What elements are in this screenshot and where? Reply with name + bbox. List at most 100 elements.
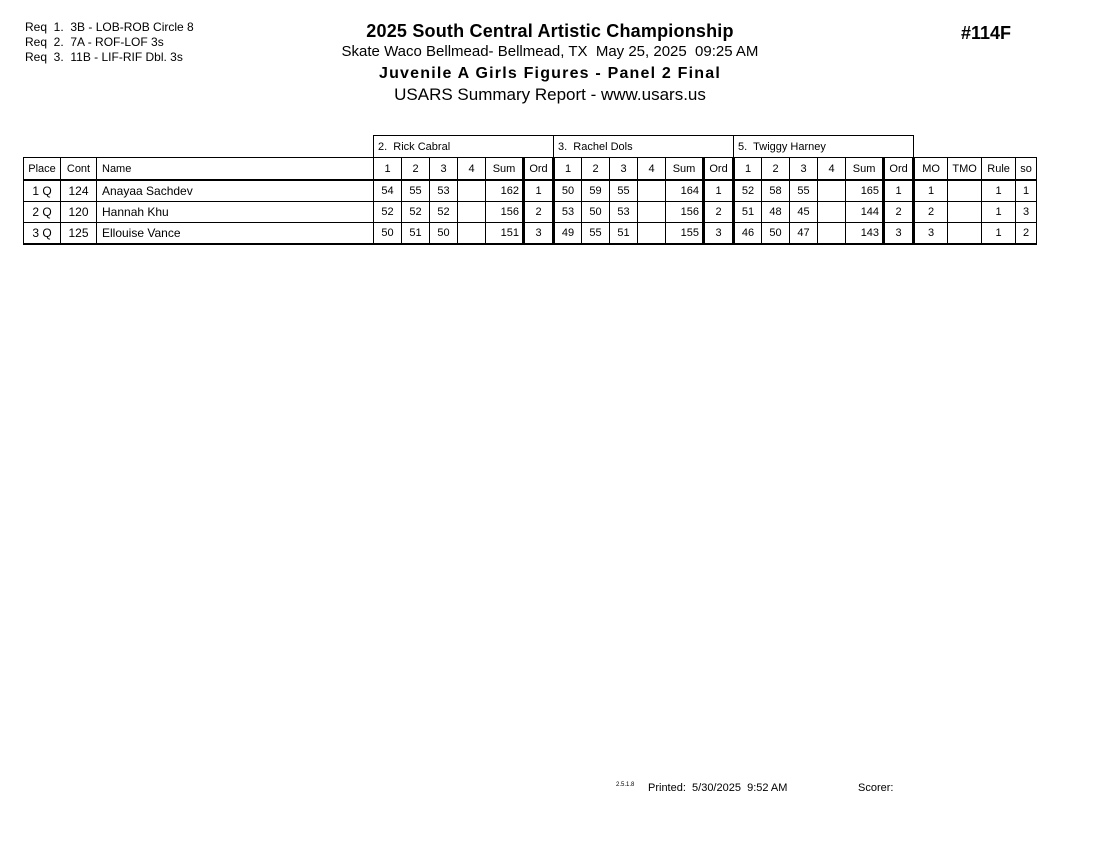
judge3-ord-cell: 2 (882, 201, 916, 223)
name-cell: Ellouise Vance (96, 222, 374, 245)
col-header-judge2-ord: Ord (702, 157, 736, 181)
judges-row-spacer-left (24, 136, 374, 158)
col-header-judge3-4: 4 (817, 157, 847, 181)
mo-cell: 3 (913, 222, 949, 245)
col-header-judge1-4: 4 (457, 157, 486, 181)
name-cell: Anayaa Sachdev (96, 179, 374, 202)
judge1-ord-cell: 1 (521, 179, 556, 202)
judge1-score-cell (457, 222, 486, 245)
judge3-score-cell: 48 (761, 201, 791, 223)
judge2-sum-cell: 164 (665, 179, 705, 202)
col-header-judge1-2: 2 (401, 157, 430, 181)
tmo-cell (947, 201, 983, 223)
judges-row: 2. Rick Cabral 3. Rachel Dols 5. Twiggy … (24, 135, 1037, 158)
judge3-score-cell: 46 (733, 222, 763, 245)
judge1-score-cell: 54 (373, 179, 402, 202)
judge2-ord-cell: 3 (702, 222, 736, 245)
judge1-score-cell: 50 (429, 222, 458, 245)
col-header-place: Place (23, 157, 61, 181)
printed-timestamp: Printed: 5/30/2025 9:52 AM (648, 782, 788, 794)
col-header-judge2-3: 3 (609, 157, 639, 181)
col-header-judge1-ord: Ord (521, 157, 556, 181)
judge2-score-cell: 53 (609, 201, 639, 223)
judge2-score-cell: 51 (609, 222, 639, 245)
rule-cell: 1 (981, 179, 1017, 202)
judge3-score-cell (817, 201, 847, 223)
judge1-ord-cell: 3 (521, 222, 556, 245)
judge2-sum-cell: 156 (665, 201, 705, 223)
judge2-ord-cell: 2 (702, 201, 736, 223)
col-header-judge3-2: 2 (761, 157, 791, 181)
judge3-sum-cell: 165 (845, 179, 885, 202)
judge2-score-cell: 55 (609, 179, 639, 202)
col-header-judge2-1: 1 (553, 157, 583, 181)
judge1-score-cell (457, 201, 486, 223)
col-header-judge2-sum: Sum (665, 157, 705, 181)
judge2-score-cell: 55 (581, 222, 611, 245)
col-header-so: so (1015, 157, 1038, 181)
requirement-line-2: Req 2. 7A - ROF-LOF 3s (25, 35, 164, 49)
software-version: 2.5.1.8 (616, 782, 635, 788)
col-header-mo: MO (913, 157, 949, 181)
judge3-ord-cell: 1 (882, 179, 916, 202)
judge2-sum-cell: 155 (665, 222, 705, 245)
col-header-cont: Cont (60, 157, 97, 181)
judge1-score-cell: 50 (373, 222, 402, 245)
judge2-score-cell (637, 222, 667, 245)
col-header-judge1-1: 1 (373, 157, 402, 181)
judge2-score-cell (637, 201, 667, 223)
so-cell: 3 (1015, 201, 1038, 223)
cont-cell: 120 (60, 201, 97, 223)
judge3-score-cell: 47 (789, 222, 819, 245)
judge3-score-cell: 55 (789, 179, 819, 202)
judge3-sum-cell: 143 (845, 222, 885, 245)
col-header-judge3-3: 3 (789, 157, 819, 181)
results-table-head: 2. Rick Cabral 3. Rachel Dols 5. Twiggy … (23, 135, 1038, 181)
col-header-judge3-1: 1 (733, 157, 763, 181)
col-header-judge3-ord: Ord (882, 157, 916, 181)
place-cell: 1 Q (23, 179, 61, 202)
place-cell: 3 Q (23, 222, 61, 245)
judge-2-name: 3. Rachel Dols (553, 135, 735, 158)
report-type-line: USARS Summary Report - www.usars.us (394, 85, 706, 104)
col-header-rule: Rule (981, 157, 1017, 181)
mo-cell: 2 (913, 201, 949, 223)
cont-cell: 124 (60, 179, 97, 202)
results-table: 2. Rick Cabral 3. Rachel Dols 5. Twiggy … (23, 135, 1038, 245)
requirement-line-3: Req 3. 11B - LIF-RIF Dbl. 3s (25, 50, 183, 64)
judge2-score-cell: 59 (581, 179, 611, 202)
report-header: 2025 South Central Artistic Championship… (0, 20, 1100, 106)
judge3-sum-cell: 144 (845, 201, 885, 223)
table-row: 1 Q 124 Anayaa Sachdev 54 55 53 162 1 50 59 55 164 1… (23, 179, 1038, 202)
judge1-sum-cell: 162 (485, 179, 524, 202)
judge1-score-cell: 52 (429, 201, 458, 223)
judge1-score-cell: 52 (373, 201, 402, 223)
results-table-body: 1 Q 124 Anayaa Sachdev 54 55 53 162 1 50 59 55 164 1… (23, 179, 1038, 245)
judge3-score-cell: 52 (733, 179, 763, 202)
judge3-score-cell: 45 (789, 201, 819, 223)
so-cell: 2 (1015, 222, 1038, 245)
judge2-ord-cell: 1 (702, 179, 736, 202)
col-header-judge2-2: 2 (581, 157, 611, 181)
judge1-score-cell: 51 (401, 222, 430, 245)
judge2-score-cell: 49 (553, 222, 583, 245)
judge3-score-cell: 50 (761, 222, 791, 245)
judge1-score-cell (457, 179, 486, 202)
column-header-row: Place Cont Name 1 2 3 4 Sum Ord 1 2 3 4 Sum Ord 1 2 3 4 Sum… (23, 157, 1038, 181)
place-cell: 2 Q (23, 201, 61, 223)
col-header-judge3-sum: Sum (845, 157, 885, 181)
judge2-score-cell: 50 (553, 179, 583, 202)
judges-row-spacer-right (914, 136, 1037, 158)
judge1-score-cell: 53 (429, 179, 458, 202)
name-cell: Hannah Khu (96, 201, 374, 223)
rule-cell: 1 (981, 201, 1017, 223)
judge3-score-cell (817, 222, 847, 245)
judge2-score-cell (637, 179, 667, 202)
mo-cell: 1 (913, 179, 949, 202)
judge2-score-cell: 53 (553, 201, 583, 223)
tmo-cell (947, 179, 983, 202)
col-header-judge1-3: 3 (429, 157, 458, 181)
championship-title: 2025 South Central Artistic Championship (366, 21, 734, 41)
col-header-tmo: TMO (947, 157, 983, 181)
